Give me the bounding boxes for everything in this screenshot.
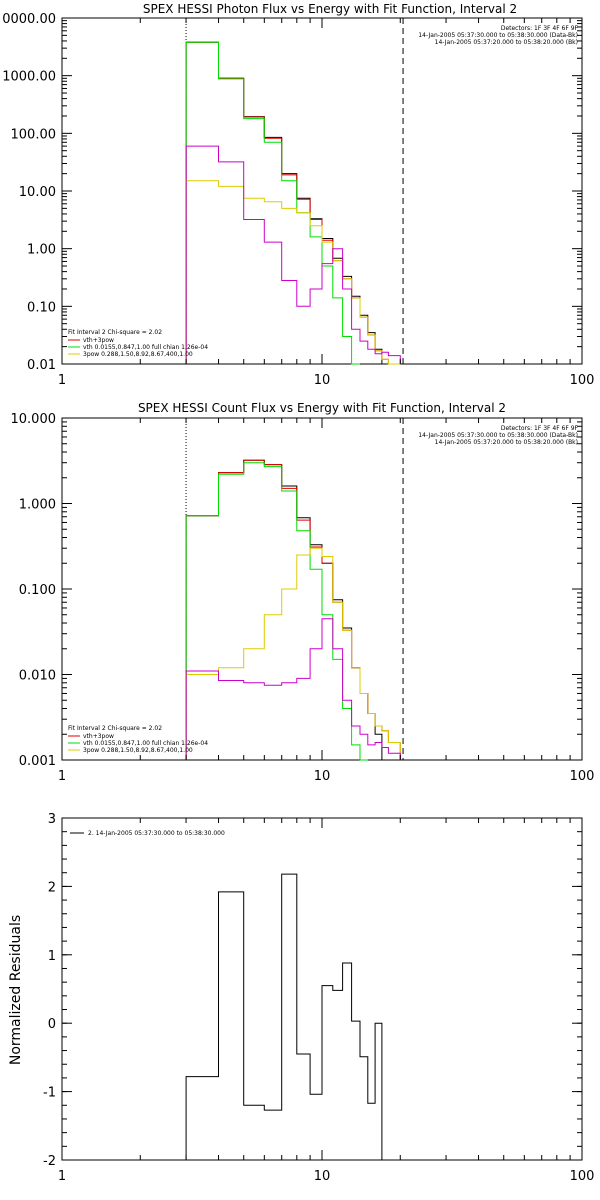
series-line-2 (185, 462, 368, 761)
axes-layer: 1 10 100 -2 -1 0 1 2 3 (43, 812, 594, 1184)
x-tick-label: 10 (314, 1169, 331, 1184)
y-tick-label: 100.00 (11, 127, 57, 142)
x-tick-label: 1 (58, 769, 66, 784)
x-tick-label: 100 (570, 373, 595, 388)
legend-text: Detectors: 1F 3F 4F 6F 9F (501, 425, 579, 432)
y-tick-label: 0000.00 (2, 12, 56, 27)
legend-bottom-left: Fit Interval 2 Chi-square = 2.02 vth+3po… (68, 329, 208, 358)
legend-text: Detectors: 1F 3F 4F 6F 9F (501, 25, 579, 32)
y-tick-label: 3 (48, 812, 56, 827)
y-tick-label: 0.100 (19, 583, 56, 598)
legend-text: vth+3pow (83, 733, 114, 740)
y-tick-label: 1.000 (19, 498, 56, 513)
residuals-panel: 1 10 100 -2 -1 0 1 2 3 Normalized Residuals 2. 1… (8, 812, 594, 1184)
legend-text: 3pow 0.288,1.50,8.92,8.67,400,1.00 (83, 351, 193, 358)
photon-flux-panel: SPEX HESSI Photon Flux vs Energy with Fi… (2, 2, 594, 388)
x-tick-label: 100 (570, 1169, 595, 1184)
axes-layer: 1 10 100 0.01 0.10 1.00 10.00 100.00 1000.00 0000… (2, 12, 594, 388)
legend-text: 14-Jan-2005 05:37:30.000 to 05:38:30.000… (418, 432, 578, 439)
x-tick-label: 100 (570, 769, 595, 784)
y-tick-label: 10.000 (11, 412, 57, 427)
y-tick-label: 10.00 (19, 185, 56, 200)
legend-text: vth+3pow (83, 337, 114, 344)
x-tick-label: 10 (314, 769, 331, 784)
plot-frame (61, 17, 583, 365)
y-tick-label: 0.001 (19, 754, 56, 769)
legend-text: vth 0.0155,0.847,1.00 full chian 1.26e-0… (83, 740, 208, 747)
y-tick-label: -1 (43, 1086, 56, 1101)
legend-text: vth 0.0155,0.847,1.00 full chian 1.26e-0… (83, 344, 208, 351)
legend-top-right: Detectors: 1F 3F 4F 6F 9F 14-Jan-2005 05… (418, 25, 578, 46)
legend-bottom-left: Fit Interval 2 Chi-square = 2.02 vth+3po… (68, 725, 208, 754)
legend-text: 14-Jan-2005 05:37:30.000 to 05:38:30.000… (418, 32, 578, 39)
series-layer (185, 873, 401, 1161)
x-tick-label: 1 (58, 373, 66, 388)
y-tick-label: 1 (48, 949, 56, 964)
series-layer (185, 18, 404, 365)
count-flux-panel: SPEX HESSI Count Flux vs Energy with Fit… (11, 401, 595, 784)
y-tick-label: 2 (48, 880, 56, 895)
legend-text: 14-Jan-2005 05:37:20.000 to 05:38:20.000… (435, 439, 578, 446)
series-line-0 (185, 41, 383, 364)
axes-layer: 1 10 100 0.001 0.010 0.100 1.000 10.000 (11, 412, 595, 784)
y-tick-label: -2 (43, 1154, 56, 1169)
chart-title: SPEX HESSI Count Flux vs Energy with Fit… (138, 401, 506, 415)
legend-text: 3pow 0.288,1.50,8.92,8.67,400,1.00 (83, 747, 193, 754)
legend-header: Fit Interval 2 Chi-square = 2.02 (68, 725, 162, 732)
y-tick-label: 0.010 (19, 669, 56, 684)
series-line-3 (185, 547, 401, 760)
series-line-2 (185, 41, 360, 365)
series-line-4 (185, 145, 401, 364)
series-line-4 (185, 618, 401, 760)
y-tick-label: 1000.00 (2, 70, 56, 85)
legend-text: 14-Jan-2005 05:37:20.000 to 05:38:20.000… (435, 39, 578, 46)
legend-header: Fit Interval 2 Chi-square = 2.02 (68, 329, 162, 336)
series-line-0 (185, 459, 383, 760)
y-tick-label: 0.10 (27, 300, 56, 315)
x-tick-label: 1 (58, 1169, 66, 1184)
legend-top-right: Detectors: 1F 3F 4F 6F 9F 14-Jan-2005 05… (418, 425, 578, 446)
series-line-3 (185, 180, 401, 365)
y-tick-label: 1.00 (27, 243, 56, 258)
y-tick-label: 0.01 (27, 358, 56, 373)
series-line-0 (185, 873, 401, 1161)
y-axis-label: Normalized Residuals (8, 915, 24, 1065)
series-layer (185, 418, 404, 761)
x-tick-label: 10 (314, 373, 331, 388)
legend-text: 2. 14-Jan-2005 05:37:30.000 to 05:38:30.… (88, 830, 225, 837)
legend: 2. 14-Jan-2005 05:37:30.000 to 05:38:30.… (70, 830, 225, 837)
y-tick-label: 0 (48, 1017, 56, 1032)
chart-title: SPEX HESSI Photon Flux vs Energy with Fi… (143, 2, 517, 16)
